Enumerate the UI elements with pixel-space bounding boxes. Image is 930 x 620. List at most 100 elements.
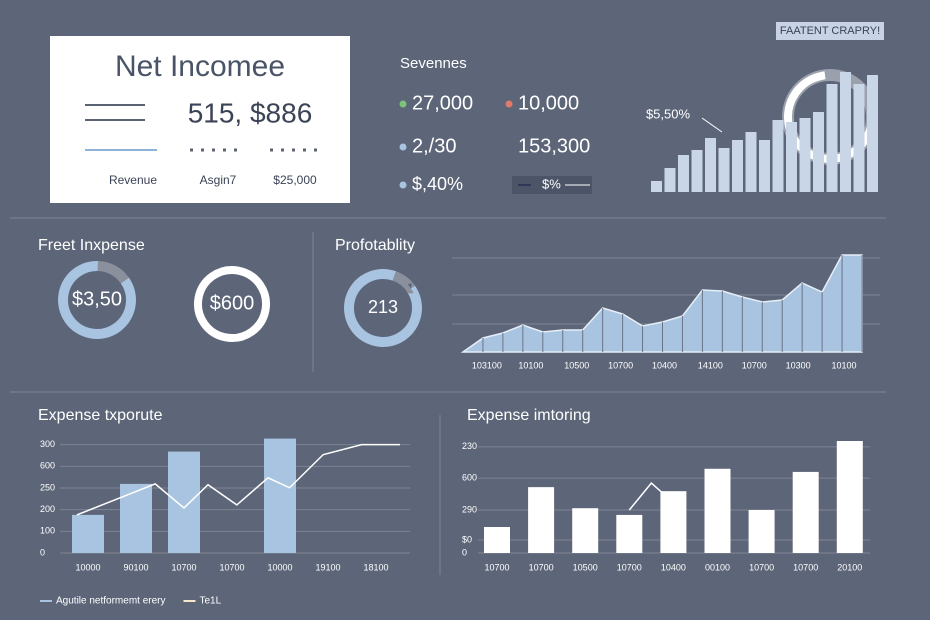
section-title: Freet Inxpense bbox=[38, 237, 145, 254]
x-tick-label: 10500 bbox=[573, 562, 598, 572]
x-tick-label: 10700 bbox=[742, 360, 767, 370]
bar bbox=[867, 75, 878, 192]
x-tick-label: 90100 bbox=[123, 562, 148, 572]
card-label: $25,000 bbox=[273, 173, 317, 187]
y-tick-label: 100 bbox=[40, 526, 55, 536]
chart-title: Expense imtoring bbox=[467, 407, 591, 424]
stat-box bbox=[512, 176, 592, 194]
x-tick-label: 14100 bbox=[698, 360, 723, 370]
bar bbox=[786, 122, 797, 192]
x-tick-label: 10700 bbox=[219, 562, 244, 572]
y-tick-label: 600 bbox=[462, 473, 477, 483]
y-tick-label: 200 bbox=[40, 504, 55, 514]
x-tick-label: 103100 bbox=[472, 360, 502, 370]
stat-value: 2,/30 bbox=[412, 135, 456, 157]
legend-label: Te1L bbox=[200, 596, 222, 607]
bar bbox=[748, 509, 775, 553]
card-label: Revenue bbox=[109, 173, 157, 187]
stat-value: 10,000 bbox=[518, 92, 579, 114]
bar bbox=[718, 148, 730, 192]
donut-segment bbox=[58, 261, 136, 339]
x-tick-label: 10700 bbox=[793, 562, 818, 572]
x-tick-label: 10000 bbox=[267, 562, 292, 572]
bar bbox=[664, 168, 676, 192]
x-tick-label: 10300 bbox=[786, 360, 811, 370]
x-tick-label: 10400 bbox=[661, 562, 686, 572]
bar bbox=[691, 150, 703, 192]
x-tick-label: 10400 bbox=[652, 360, 677, 370]
x-tick-label: 10500 bbox=[564, 360, 589, 370]
bar bbox=[704, 468, 731, 553]
badge-box bbox=[776, 22, 884, 40]
legend-label: Agutile netformemt erery bbox=[56, 596, 166, 607]
bar bbox=[853, 84, 865, 192]
stat-value: $,40% bbox=[412, 174, 463, 194]
x-tick-label: 19100 bbox=[315, 562, 340, 572]
bar bbox=[840, 72, 851, 192]
x-tick-label: 10100 bbox=[832, 360, 857, 370]
stat-dot bbox=[399, 143, 407, 151]
stat-value: $% bbox=[542, 176, 561, 191]
donut-label: 213 bbox=[368, 297, 398, 317]
stats-title: Sevennes bbox=[400, 55, 467, 72]
bar bbox=[745, 132, 757, 192]
bar bbox=[616, 514, 643, 553]
bar bbox=[528, 487, 555, 553]
bar bbox=[732, 140, 743, 192]
bar bbox=[836, 441, 863, 553]
stat-value: 27,000 bbox=[412, 92, 473, 114]
y-tick-label: 290 bbox=[462, 504, 477, 514]
bar bbox=[799, 118, 811, 192]
y-tick-label: 600 bbox=[40, 461, 55, 471]
stat-dot bbox=[399, 181, 407, 189]
card-label: Asgin7 bbox=[200, 173, 237, 187]
net-income-value: 515, $886 bbox=[188, 97, 313, 128]
bar bbox=[705, 138, 716, 192]
bar bbox=[759, 140, 770, 192]
bar bbox=[772, 120, 784, 192]
bar bbox=[651, 181, 662, 192]
bar bbox=[120, 483, 152, 553]
y-tick-label: 0 bbox=[462, 547, 467, 557]
stat-dot bbox=[399, 100, 407, 108]
stat-dot bbox=[505, 100, 513, 108]
donut-segment bbox=[344, 269, 422, 347]
x-tick-label: 10000 bbox=[75, 562, 100, 572]
x-tick-label: 10700 bbox=[617, 562, 642, 572]
section-title: Profotablity bbox=[335, 237, 415, 254]
y-tick-label: 230 bbox=[462, 441, 477, 451]
annotation: $5,50% bbox=[646, 106, 691, 121]
x-tick-label: 10700 bbox=[171, 562, 196, 572]
x-tick-label: 20100 bbox=[837, 562, 862, 572]
bar bbox=[826, 84, 838, 192]
donut-segment bbox=[194, 266, 270, 342]
x-tick-label: 10700 bbox=[484, 562, 509, 572]
y-tick-label: 300 bbox=[40, 439, 55, 449]
donut-label: $600 bbox=[210, 292, 255, 314]
x-tick-label: 10700 bbox=[529, 562, 554, 572]
bar bbox=[813, 112, 824, 192]
chart-title: Expense txporute bbox=[38, 407, 163, 424]
bar bbox=[72, 514, 104, 553]
bar bbox=[572, 508, 599, 553]
y-tick-label: 0 bbox=[40, 547, 45, 557]
net-income-title: Net Incomee bbox=[115, 50, 285, 83]
y-tick-label: 250 bbox=[40, 482, 55, 492]
x-tick-label: 10100 bbox=[518, 360, 543, 370]
x-tick-label: 10700 bbox=[749, 562, 774, 572]
badge: FAATENT CRAPRY! bbox=[780, 25, 880, 37]
bar bbox=[792, 471, 819, 553]
bar bbox=[660, 491, 687, 553]
annotation-arrow bbox=[701, 117, 723, 133]
bar bbox=[168, 451, 200, 553]
donut-label: $3,50 bbox=[72, 288, 122, 310]
bar bbox=[484, 527, 510, 553]
x-tick-label: 00100 bbox=[705, 562, 730, 572]
bar bbox=[678, 155, 689, 192]
line bbox=[76, 443, 400, 516]
x-tick-label: 10700 bbox=[608, 360, 633, 370]
stat-value: 153,300 bbox=[518, 135, 590, 157]
y-tick-label: $0 bbox=[462, 534, 472, 544]
